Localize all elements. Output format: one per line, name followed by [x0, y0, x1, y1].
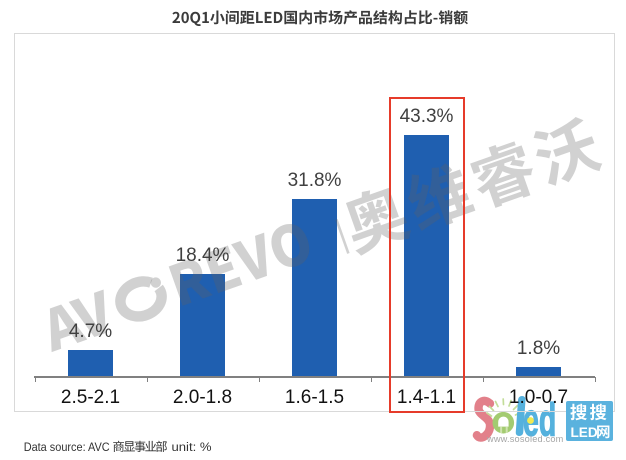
svg-text:www.sosoled.com: www.sosoled.com	[486, 434, 564, 444]
svg-text:unit: %: unit: %	[172, 440, 212, 454]
svg-text:LED: LED	[571, 425, 598, 440]
svg-text:Data source: AVC: Data source: AVC	[24, 440, 110, 454]
